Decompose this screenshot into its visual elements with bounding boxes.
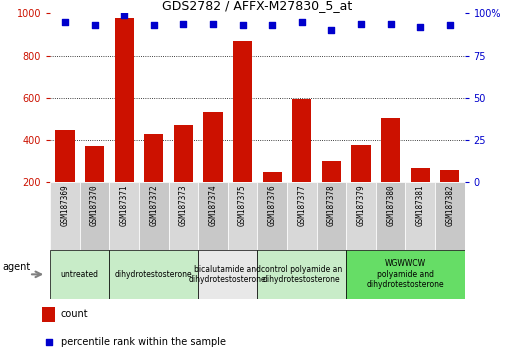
Bar bbox=[50, 182, 80, 250]
Point bbox=[357, 21, 365, 27]
Point bbox=[446, 22, 454, 28]
Bar bbox=[42, 307, 55, 322]
Text: GSM187376: GSM187376 bbox=[268, 184, 277, 226]
Bar bbox=[144, 134, 163, 224]
Bar bbox=[346, 250, 465, 299]
Text: GSM187378: GSM187378 bbox=[327, 184, 336, 226]
Bar bbox=[80, 182, 109, 250]
Bar bbox=[317, 182, 346, 250]
Point bbox=[327, 28, 336, 33]
Text: GSM187374: GSM187374 bbox=[209, 184, 218, 226]
Text: GSM187372: GSM187372 bbox=[149, 184, 158, 226]
Title: GDS2782 / AFFX-M27830_5_at: GDS2782 / AFFX-M27830_5_at bbox=[162, 0, 353, 12]
Point bbox=[45, 339, 53, 345]
Text: WGWWCW
polyamide and
dihydrotestosterone: WGWWCW polyamide and dihydrotestosterone bbox=[366, 259, 444, 289]
Bar bbox=[85, 147, 104, 224]
Bar bbox=[258, 250, 346, 299]
Bar bbox=[258, 182, 287, 250]
Point bbox=[120, 12, 128, 18]
Bar bbox=[322, 161, 341, 224]
Text: GSM187369: GSM187369 bbox=[61, 184, 70, 226]
Text: GSM187370: GSM187370 bbox=[90, 184, 99, 226]
Bar bbox=[292, 99, 312, 224]
Bar bbox=[406, 182, 435, 250]
Text: percentile rank within the sample: percentile rank within the sample bbox=[61, 337, 226, 347]
Text: GSM187371: GSM187371 bbox=[120, 184, 129, 226]
Point bbox=[209, 21, 217, 27]
Point bbox=[238, 22, 247, 28]
Text: GSM187373: GSM187373 bbox=[179, 184, 188, 226]
Point bbox=[298, 19, 306, 25]
Text: count: count bbox=[61, 309, 88, 320]
Bar bbox=[109, 250, 198, 299]
Bar bbox=[352, 145, 371, 224]
Text: agent: agent bbox=[3, 262, 31, 272]
Bar bbox=[262, 172, 282, 224]
Bar bbox=[50, 250, 109, 299]
Point bbox=[149, 22, 158, 28]
Bar bbox=[115, 18, 134, 224]
Bar bbox=[198, 182, 228, 250]
Text: GSM187381: GSM187381 bbox=[416, 184, 425, 226]
Bar bbox=[440, 170, 459, 224]
Point bbox=[386, 21, 395, 27]
Bar bbox=[55, 130, 74, 224]
Text: bicalutamide and
dihydrotestosterone: bicalutamide and dihydrotestosterone bbox=[189, 265, 267, 284]
Bar bbox=[233, 41, 252, 224]
Point bbox=[90, 22, 99, 28]
Bar bbox=[174, 125, 193, 224]
Bar bbox=[198, 250, 258, 299]
Bar bbox=[228, 182, 258, 250]
Point bbox=[416, 24, 425, 30]
Text: untreated: untreated bbox=[61, 270, 99, 279]
Text: GSM187380: GSM187380 bbox=[386, 184, 395, 226]
Bar bbox=[287, 182, 317, 250]
Bar bbox=[376, 182, 406, 250]
Point bbox=[61, 19, 69, 25]
Bar bbox=[346, 182, 376, 250]
Bar bbox=[411, 167, 430, 224]
Text: GSM187375: GSM187375 bbox=[238, 184, 247, 226]
Point bbox=[268, 22, 277, 28]
Point bbox=[179, 21, 187, 27]
Text: GSM187379: GSM187379 bbox=[356, 184, 365, 226]
Bar bbox=[168, 182, 198, 250]
Text: GSM187377: GSM187377 bbox=[297, 184, 306, 226]
Bar bbox=[381, 118, 400, 224]
Text: GSM187382: GSM187382 bbox=[445, 184, 454, 226]
Text: control polyamide an
dihydrotestosterone: control polyamide an dihydrotestosterone bbox=[261, 265, 343, 284]
Bar bbox=[435, 182, 465, 250]
Bar bbox=[203, 112, 223, 224]
Bar bbox=[109, 182, 139, 250]
Text: dihydrotestosterone: dihydrotestosterone bbox=[115, 270, 193, 279]
Bar bbox=[139, 182, 168, 250]
